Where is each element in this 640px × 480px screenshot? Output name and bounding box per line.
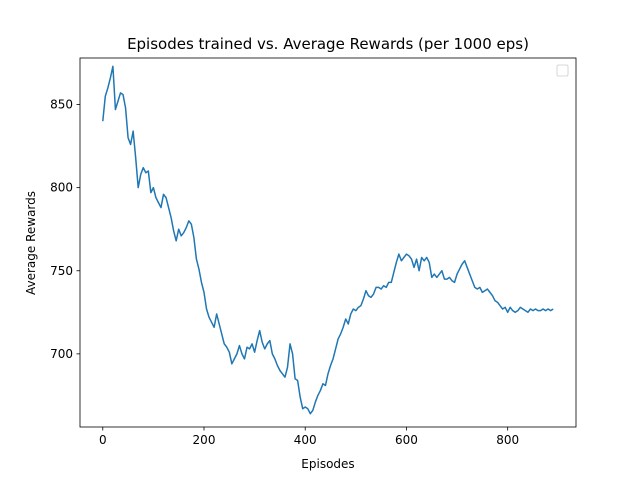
x-axis: 0 200 400 600 800 xyxy=(99,427,519,447)
y-axis: 700 750 800 850 xyxy=(50,98,80,361)
series-line xyxy=(102,65,554,415)
y-axis-label: Average Rewards xyxy=(24,191,38,295)
chart-title: Episodes trained vs. Average Rewards (pe… xyxy=(127,35,529,53)
y-tick-label: 850 xyxy=(50,98,73,112)
x-axis-label: Episodes xyxy=(301,457,354,471)
y-tick-label: 750 xyxy=(50,264,73,278)
axes-frame xyxy=(79,57,577,428)
x-tick-label: 200 xyxy=(193,433,216,447)
plot-area xyxy=(102,65,554,415)
y-tick-label: 700 xyxy=(50,347,73,361)
x-tick-label: 0 xyxy=(99,433,107,447)
x-tick-label: 400 xyxy=(294,433,317,447)
x-tick-label: 800 xyxy=(496,433,519,447)
x-tick-label: 600 xyxy=(395,433,418,447)
y-tick-label: 800 xyxy=(50,181,73,195)
legend-box xyxy=(556,64,569,77)
